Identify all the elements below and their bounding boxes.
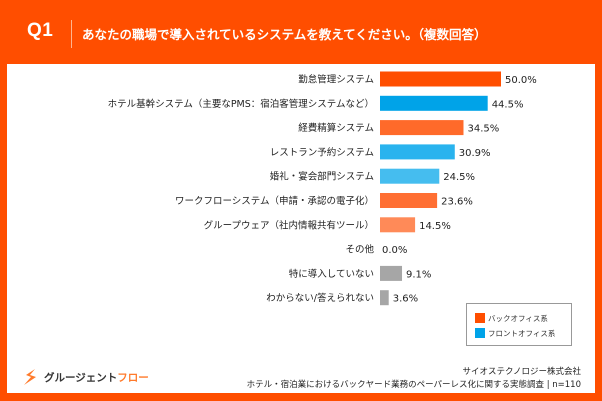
value-label: 3.6% bbox=[393, 294, 418, 305]
bar bbox=[380, 193, 438, 208]
bar-row: 特に導入していない 9.1% bbox=[289, 265, 431, 281]
category-label: その他 bbox=[345, 244, 374, 256]
category-label: 特に導入していない bbox=[289, 268, 374, 280]
question-text: あなたの職場で導入されているシステムを教えてください。（複数回答） bbox=[82, 27, 487, 42]
company-name: サイオステクノロジー株式会社 bbox=[462, 367, 582, 377]
footer-source: サイオステクノロジー株式会社 ホテル・宿泊業におけるバックヤード業務のペーパーレ… bbox=[247, 366, 581, 392]
category-label: グループウェア（社内情報共有ツール） bbox=[204, 219, 374, 231]
bar bbox=[380, 144, 455, 160]
bar bbox=[380, 265, 403, 281]
legend-label: バックオフィス系 bbox=[488, 313, 548, 323]
bar-row: ホテル基幹システム（主要なPMS：宿泊客管理システムなど） 44.5% bbox=[108, 95, 524, 111]
value-label: 24.5% bbox=[443, 172, 475, 183]
value-label: 44.5% bbox=[492, 99, 524, 110]
bar-row: その他 0.0% bbox=[345, 244, 407, 257]
value-label: 23.6% bbox=[441, 197, 473, 208]
bar-row: ワークフローシステム（申請・承認の電子化） 23.6% bbox=[175, 193, 473, 208]
bar bbox=[380, 290, 389, 306]
value-label: 30.9% bbox=[459, 148, 491, 159]
bar-row: 婚礼・宴会部門システム 24.5% bbox=[270, 168, 475, 184]
bar-row: グループウェア（社内情報共有ツール） 14.5% bbox=[204, 217, 451, 233]
legend-label: フロントオフィス系 bbox=[488, 328, 556, 338]
logo: グルージェントフロー bbox=[21, 368, 149, 386]
bar bbox=[380, 120, 464, 136]
category-label: レストラン予約システム bbox=[270, 146, 374, 158]
value-label: 34.5% bbox=[467, 124, 499, 135]
header-divider bbox=[71, 20, 72, 48]
bar bbox=[380, 95, 488, 111]
bar bbox=[380, 71, 501, 87]
legend: バックオフィス系 フロントオフィス系 bbox=[466, 303, 572, 346]
category-label: 婚礼・宴会部門システム bbox=[270, 171, 374, 183]
chart-panel: 勤怠管理システム 50.0% ホテル基幹システム（主要なPMS：宿泊客管理システムな… bbox=[7, 64, 595, 393]
value-label: 0.0% bbox=[382, 245, 407, 256]
category-label: ワークフローシステム（申請・承認の電子化） bbox=[175, 195, 374, 207]
bar-row: 勤怠管理システム 50.0% bbox=[298, 71, 537, 87]
category-label: 勤怠管理システム bbox=[298, 74, 374, 86]
legend-swatch-front-office bbox=[475, 328, 485, 338]
bar bbox=[380, 168, 440, 184]
bar bbox=[380, 217, 416, 233]
legend-swatch-back-office bbox=[475, 313, 485, 323]
bar-row: わからない/答えられない 3.6% bbox=[266, 290, 418, 306]
category-label: わからない/答えられない bbox=[266, 292, 374, 304]
logo-text: グルージェントフロー bbox=[44, 371, 149, 384]
legend-item-front-office: フロントオフィス系 bbox=[475, 327, 555, 339]
category-label: 経費精算システム bbox=[298, 122, 374, 134]
header: Q1 あなたの職場で導入されているシステムを教えてください。（複数回答） bbox=[0, 0, 602, 64]
bar-row: 経費精算システム 34.5% bbox=[298, 120, 499, 136]
value-label: 9.1% bbox=[406, 269, 431, 280]
legend-item-back-office: バックオフィス系 bbox=[475, 312, 548, 324]
value-label: 50.0% bbox=[505, 75, 537, 86]
value-label: 14.5% bbox=[419, 221, 451, 232]
logo-flash-icon bbox=[24, 369, 36, 385]
survey-info: ホテル・宿泊業におけるバックヤード業務のペーパーレス化に関する実態調査 | n=… bbox=[246, 380, 581, 390]
question-number: Q1 bbox=[27, 20, 54, 41]
category-label: ホテル基幹システム（主要なPMS：宿泊客管理システムなど） bbox=[108, 98, 374, 110]
bar-chart: 勤怠管理システム 50.0% ホテル基幹システム（主要なPMS：宿泊客管理システムな… bbox=[108, 71, 537, 306]
bar-row: レストラン予約システム 30.9% bbox=[270, 144, 491, 160]
